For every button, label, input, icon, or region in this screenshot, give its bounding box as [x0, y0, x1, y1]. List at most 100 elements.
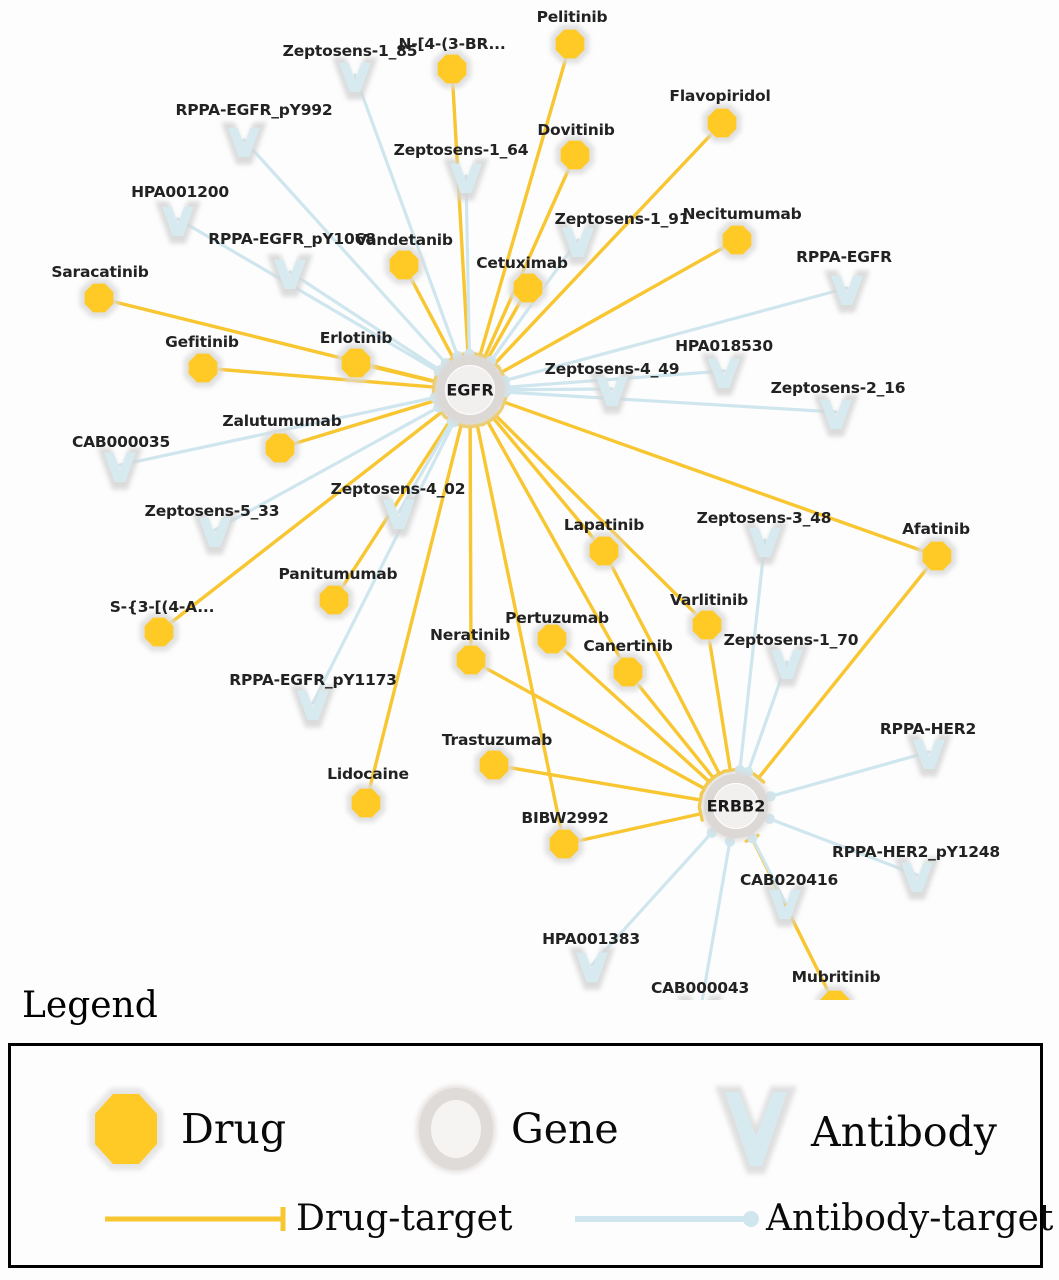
drug-node[interactable] [687, 605, 727, 645]
antibody-node-shape [297, 690, 329, 721]
drug-node[interactable] [260, 428, 300, 468]
legend-title: Legend [22, 985, 158, 1026]
antibody-node-shape [104, 452, 136, 483]
antibody-node[interactable] [443, 158, 489, 201]
antibody-node-shape [576, 952, 608, 983]
gene-node[interactable] [433, 353, 507, 427]
drug-node-shape [437, 54, 467, 84]
antibody-node-shape [596, 376, 628, 407]
drug-node[interactable] [336, 343, 376, 383]
antibody-node[interactable] [192, 512, 238, 555]
gene-icon [416, 1085, 496, 1173]
antibody-node-shape [339, 62, 371, 93]
gene-node-ring [704, 774, 768, 838]
drug-node[interactable] [815, 985, 855, 1000]
drug-node[interactable] [608, 652, 648, 692]
antibody-node[interactable] [332, 57, 378, 100]
drug-node[interactable] [532, 619, 572, 659]
antibody-node[interactable] [267, 254, 313, 297]
gene-node-ring [436, 356, 504, 424]
antibody-node[interactable] [701, 353, 747, 396]
drug-target-edge [157, 410, 444, 634]
antibody-node[interactable] [589, 371, 635, 414]
antibody-node[interactable] [824, 270, 870, 313]
antibody-node[interactable] [221, 122, 267, 165]
antibody-node[interactable] [762, 884, 808, 927]
antibody-node[interactable] [813, 394, 859, 437]
antibody-node[interactable] [155, 201, 201, 244]
antibody-node[interactable] [555, 222, 601, 265]
drug-node[interactable] [717, 220, 757, 260]
antibody-target-edge [504, 387, 614, 392]
antibody-node[interactable] [677, 995, 723, 1000]
drug-target-edge [492, 763, 703, 802]
drug-target-edge [502, 400, 939, 558]
drug-node-shape [555, 29, 585, 59]
drug-node[interactable] [550, 24, 590, 64]
drug-node[interactable] [544, 824, 584, 864]
drug-node[interactable] [139, 612, 179, 652]
antibody-node[interactable] [97, 447, 143, 490]
antibody-target-edge [176, 217, 441, 374]
drug-node[interactable] [432, 49, 472, 89]
antibody-node-halo [677, 995, 723, 1000]
drug-target-edge [499, 238, 739, 375]
antibody-icon [715, 1086, 797, 1174]
antibody-target-edge [700, 839, 732, 1000]
drug-node[interactable] [183, 348, 223, 388]
antibody-target-edge [769, 750, 931, 798]
antibody-target-edge [504, 390, 838, 414]
drug-node[interactable] [555, 135, 595, 175]
antibody-node-halo [813, 394, 859, 437]
legend-label-gene: Gene [511, 1105, 619, 1153]
drug-node[interactable] [346, 783, 386, 823]
gene-label-erbb2: ERBB2 [706, 796, 766, 816]
drug-node[interactable] [384, 245, 424, 285]
drug-node[interactable] [508, 268, 548, 308]
antibody-target-edge [213, 405, 441, 532]
antibody-node-halo [701, 353, 747, 396]
antibody-nodes-layer [97, 57, 952, 1000]
antibody-node[interactable] [290, 685, 336, 728]
drug-target-edge [364, 423, 463, 805]
antibody-node-halo [290, 685, 336, 728]
antibody-node-halo [894, 857, 940, 900]
drug-target-edge [278, 398, 438, 450]
drug-node[interactable] [474, 745, 514, 785]
drug-node[interactable] [917, 536, 957, 576]
antibody-node-shape [450, 163, 482, 194]
drug-target-edge-tee [722, 767, 739, 774]
drug-node-shape [537, 624, 567, 654]
antibody-target-edge [353, 73, 460, 358]
drug-target-edge [756, 554, 939, 780]
antibody-node[interactable] [894, 857, 940, 900]
drug-node-shape [265, 433, 295, 463]
antibody-node[interactable] [906, 734, 952, 777]
antibody-node[interactable] [376, 494, 422, 537]
drug-node-shape [319, 585, 349, 615]
drug-node-shape [922, 541, 952, 571]
gene-node[interactable] [701, 771, 771, 841]
legend-label-drug: Drug [181, 1105, 287, 1153]
antibody-node[interactable] [764, 644, 810, 687]
drug-node[interactable] [451, 640, 491, 680]
antibody-node[interactable] [742, 522, 788, 565]
antibody-node-shape [708, 358, 740, 389]
drug-node[interactable] [702, 103, 742, 143]
drug-node[interactable] [79, 278, 119, 318]
drug-target-edge-tee [697, 791, 704, 809]
drug-node[interactable] [314, 580, 354, 620]
antibody-node[interactable] [569, 947, 615, 990]
drug-node-shape [144, 617, 174, 647]
drug-node-shape [560, 140, 590, 170]
drug-node[interactable] [584, 531, 624, 571]
drug-target-edge [626, 670, 716, 780]
legend-item-drug: Drug [71, 1074, 286, 1184]
gene-node-center [714, 784, 758, 828]
antibody-node-shape [769, 889, 801, 920]
drug-node-shape [549, 829, 579, 859]
network-graph-canvas[interactable] [0, 0, 1059, 1000]
antibody-node-shape [771, 649, 803, 680]
antibody-node-shape [162, 206, 194, 237]
drug-target-edge [478, 42, 572, 358]
